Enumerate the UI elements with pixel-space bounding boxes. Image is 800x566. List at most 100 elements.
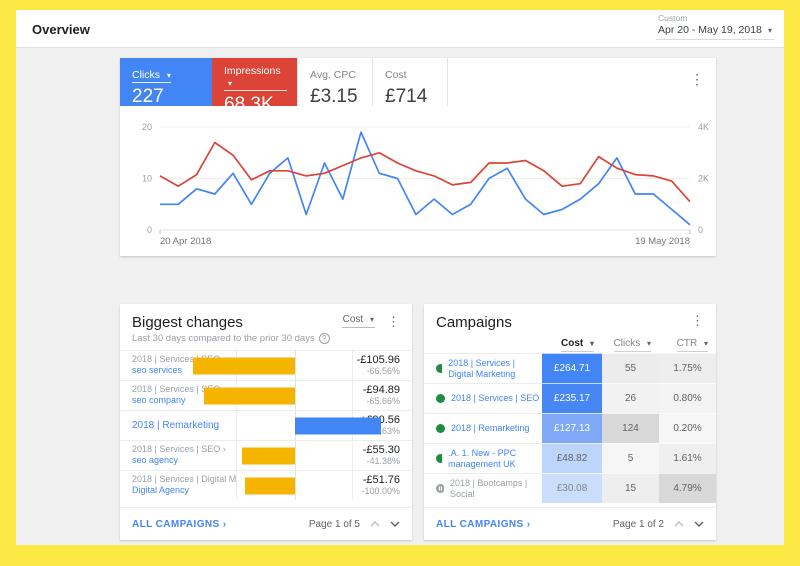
campaign-row: 2018 | Remarketing £127.13 124 0.20% bbox=[424, 413, 716, 443]
biggest-changes-menu-icon[interactable]: ⋮ bbox=[387, 313, 400, 329]
campaign-name-cell: 2018 | Remarketing bbox=[424, 413, 542, 443]
entity-link[interactable]: 2018 | Remarketing bbox=[132, 420, 220, 431]
campaigns-menu-icon[interactable]: ⋮ bbox=[691, 313, 704, 328]
campaign-group-label: 2018 | Services | SEO › bbox=[132, 444, 226, 454]
ctr-cell: 4.79% bbox=[659, 473, 716, 503]
entity-link[interactable]: seo company bbox=[132, 395, 186, 405]
campaign-name-cell: 2018 | Services | SEO bbox=[424, 383, 542, 413]
chevron-down-icon: ▾ bbox=[703, 338, 708, 348]
clicks-cell: 5 bbox=[602, 443, 659, 473]
page-up-icon[interactable] bbox=[370, 521, 380, 527]
entity-link[interactable]: seo services bbox=[132, 365, 183, 375]
campaign-row: 2018 | Services | Digital Marketing £264.… bbox=[424, 353, 716, 383]
campaign-link[interactable]: 2018 | Services | SEO bbox=[451, 393, 540, 404]
metric-tab-cost[interactable]: Cost £714 bbox=[373, 58, 448, 107]
change-entity: 2018 | Remarketing bbox=[120, 411, 236, 440]
svg-text:0: 0 bbox=[698, 225, 703, 235]
svg-text:20: 20 bbox=[142, 122, 152, 132]
metric-label: Cost bbox=[385, 69, 407, 81]
campaign-group-label: 2018 | Services | SEO › bbox=[132, 384, 226, 394]
metric-tab-clicks[interactable]: Clicks ▾ 227 bbox=[120, 58, 212, 107]
column-header-ctr[interactable]: CTR ▾ bbox=[659, 337, 716, 352]
change-value-cell: -£94.89 -65.66% bbox=[353, 381, 412, 410]
cost-cell: £127.13 bbox=[542, 413, 602, 443]
column-header-clicks[interactable]: Clicks ▾ bbox=[602, 337, 659, 352]
enabled-status-icon bbox=[436, 454, 443, 463]
clicks-cell: 15 bbox=[602, 473, 659, 503]
date-range-value: Apr 20 - May 19, 2018 bbox=[658, 24, 762, 36]
chart-card-menu-icon[interactable]: ⋮ bbox=[690, 71, 704, 87]
metric-tab-avg-cpc[interactable]: Avg. CPC £3.15 bbox=[297, 58, 373, 107]
campaign-row: 2018 | Services | SEO £235.17 26 0.80% bbox=[424, 383, 716, 413]
change-bar bbox=[203, 387, 295, 404]
campaign-name-cell: .A. 1. New - PPC management UK bbox=[424, 443, 542, 473]
metric-tab-impressions[interactable]: Impressions ▾ 68.3K bbox=[212, 58, 297, 115]
all-campaigns-link[interactable]: ALL CAMPAIGNS › bbox=[132, 518, 227, 530]
all-campaigns-link[interactable]: ALL CAMPAIGNS › bbox=[436, 518, 531, 530]
cost-cell: £30.08 bbox=[542, 473, 602, 503]
date-range-type: Custom bbox=[658, 13, 688, 23]
biggest-changes-row: 2018 | Remarketing+£90.56+247.63% bbox=[120, 410, 412, 440]
change-amount: -£105.96 bbox=[356, 354, 400, 366]
campaign-link[interactable]: 2018 | Bootcamps | Social bbox=[449, 478, 528, 499]
change-percent: -41.38% bbox=[366, 456, 400, 466]
entity-link[interactable]: seo agency bbox=[132, 455, 179, 465]
campaign-name-cell: 2018 | Services | Digital Marketing bbox=[424, 353, 542, 383]
change-amount: -£94.89 bbox=[362, 384, 400, 396]
change-amount: -£55.30 bbox=[362, 444, 400, 456]
biggest-changes-row: 2018 | Services | SEO › seo services -£105… bbox=[120, 350, 412, 380]
campaigns-title: Campaigns bbox=[436, 314, 512, 331]
campaign-group-label: 2018 | Services | SEO › bbox=[132, 354, 226, 364]
page-down-icon[interactable] bbox=[390, 521, 400, 527]
metric-label: Avg. CPC bbox=[310, 69, 356, 81]
change-bar-cell bbox=[236, 471, 353, 500]
campaign-row: 2018 | Bootcamps | Social £30.08 15 4.79% bbox=[424, 473, 716, 503]
enabled-status-icon bbox=[436, 364, 443, 373]
help-icon[interactable] bbox=[318, 333, 330, 344]
chevron-down-icon: ▾ bbox=[767, 25, 772, 35]
campaign-link[interactable]: 2018 | Services | Digital Marketing bbox=[448, 358, 516, 379]
metric-tabs: Clicks ▾ 227 Impressions ▾ 68.3K Avg. CPC £3.… bbox=[120, 58, 716, 115]
entity-link[interactable]: Digital Agency bbox=[132, 485, 190, 495]
biggest-changes-metric-selector[interactable]: Cost ▾ bbox=[341, 314, 375, 328]
svg-text:4K: 4K bbox=[698, 122, 709, 132]
change-bar bbox=[294, 417, 381, 434]
page-down-icon[interactable] bbox=[694, 521, 704, 527]
page-indicator: Page 1 of 5 bbox=[308, 518, 360, 530]
svg-text:10: 10 bbox=[142, 174, 152, 184]
change-amount: -£51.76 bbox=[362, 474, 400, 486]
campaign-link[interactable]: .A. 1. New - PPC management UK bbox=[448, 448, 517, 469]
metric-value: 227 bbox=[132, 86, 164, 107]
change-bar bbox=[245, 477, 295, 494]
change-entity: 2018 | Services | Digital M... ›Digital … bbox=[120, 471, 236, 500]
enabled-status-icon bbox=[436, 424, 445, 433]
metric-value: £3.15 bbox=[310, 86, 358, 107]
performance-line-chart: 0 0 10 2K 20 4K 20 Apr 2018 19 May 2018 bbox=[142, 122, 709, 247]
biggest-changes-row: 2018 | Services | SEO › seo company -£94.8… bbox=[120, 380, 412, 410]
ctr-cell: 1.75% bbox=[659, 353, 716, 383]
clicks-cell: 55 bbox=[602, 353, 659, 383]
change-value-cell: -£51.76 -100.00% bbox=[353, 471, 412, 500]
page-indicator: Page 1 of 2 bbox=[612, 518, 664, 530]
top-bar: Overview Custom Apr 20 - May 19, 2018 ▾ bbox=[16, 10, 784, 48]
campaign-link[interactable]: 2018 | Remarketing bbox=[451, 423, 530, 434]
column-header-cost[interactable]: Cost ▾ bbox=[542, 337, 602, 352]
change-percent: -100.00% bbox=[361, 486, 400, 496]
campaigns-table: 2018 | Services | Digital Marketing £264.… bbox=[424, 353, 716, 503]
date-range-selector[interactable]: Custom Apr 20 - May 19, 2018 ▾ bbox=[656, 13, 774, 40]
change-value-cell: -£55.30 -41.38% bbox=[353, 441, 412, 470]
cost-cell: £264.71 bbox=[542, 353, 602, 383]
change-entity: 2018 | Services | SEO › seo company bbox=[120, 381, 236, 410]
campaign-group-label: 2018 | Services | Digital M... › bbox=[132, 474, 236, 484]
chevron-down-icon: ▾ bbox=[228, 79, 233, 88]
campaign-row: .A. 1. New - PPC management UK £48.82 5 1.6… bbox=[424, 443, 716, 473]
page-up-icon[interactable] bbox=[674, 521, 684, 527]
change-bar-cell bbox=[193, 351, 353, 380]
clicks-cell: 26 bbox=[602, 383, 659, 413]
change-entity: 2018 | Services | SEO › seo agency bbox=[120, 441, 236, 470]
chevron-down-icon: ▾ bbox=[589, 338, 594, 348]
enabled-status-icon bbox=[436, 394, 445, 403]
metric-label: Impressions ▾ bbox=[224, 65, 287, 91]
change-bar-cell bbox=[236, 441, 353, 470]
